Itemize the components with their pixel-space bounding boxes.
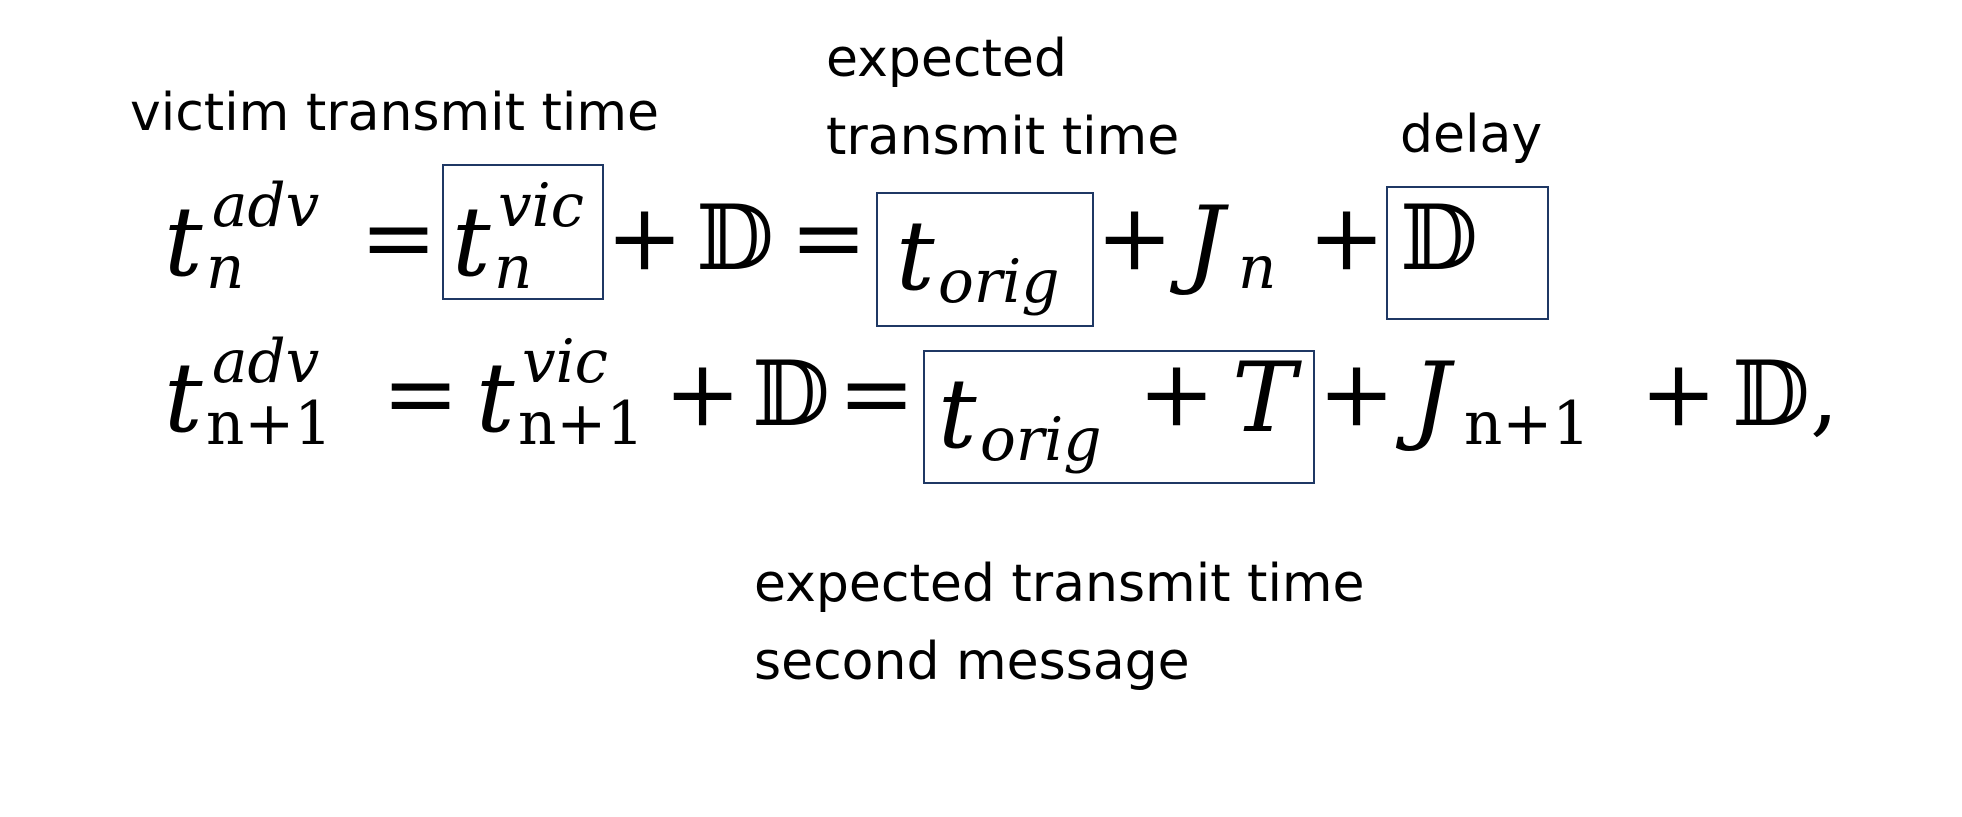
- plus-sign-2b: +: [1318, 340, 1396, 447]
- jitter-base-1: J: [1186, 186, 1225, 298]
- vic-term-2: t vic n+1: [476, 328, 644, 459]
- lhs-subscript-1: n: [206, 234, 245, 303]
- second-label-line-2: second message: [754, 632, 1190, 692]
- second-expected-time-highlight-box: [923, 350, 1315, 484]
- jitter-term-2: J n+1: [1412, 342, 1590, 459]
- vic-term-1: t vic n: [452, 172, 584, 303]
- jitter-subscript-2: n+1: [1464, 390, 1591, 459]
- delay-symbol-1a: 𝔻: [696, 186, 775, 291]
- vic-subscript-2: n+1: [518, 390, 645, 459]
- equals-sign-1a: =: [360, 184, 438, 291]
- vic-base-2: t: [476, 342, 515, 454]
- expected-transmit-time-label: expected transmit time: [826, 20, 1179, 176]
- orig-term-2: t orig: [938, 358, 1101, 475]
- lhs-base-2: t: [164, 342, 203, 454]
- plus-sign-1b: +: [1096, 184, 1174, 291]
- jitter-subscript-1: n: [1238, 234, 1277, 303]
- orig-base-2: t: [938, 358, 977, 470]
- delay-symbol-2b: 𝔻,: [1732, 342, 1839, 447]
- equals-sign-2b: =: [838, 340, 916, 447]
- orig-subscript-2: orig: [980, 406, 1102, 475]
- lhs-term-1: t adv n: [164, 172, 319, 303]
- victim-transmit-time-label: victim transmit time: [130, 83, 660, 143]
- orig-subscript-1: orig: [938, 248, 1060, 317]
- plus-sign-1c: +: [1308, 184, 1386, 291]
- lhs-superscript-2: adv: [212, 328, 320, 397]
- plus-sign-2c: +: [1640, 340, 1718, 447]
- jitter-term-1: J n: [1186, 186, 1276, 303]
- plus-sign-1a: +: [606, 184, 684, 291]
- delay-symbol-2a: 𝔻: [752, 342, 831, 447]
- expected-time-highlight-box: [876, 192, 1094, 327]
- orig-term-1: t orig: [896, 200, 1059, 317]
- lhs-base-1: t: [164, 186, 203, 298]
- second-message-label: expected transmit time second message: [754, 545, 1365, 701]
- period-symbol: T: [1232, 342, 1297, 454]
- delay-label: delay: [1400, 105, 1543, 165]
- equals-sign-1b: =: [790, 184, 868, 291]
- plus-sign-2t: +: [1138, 340, 1216, 447]
- vic-base-1: t: [452, 186, 491, 298]
- lhs-superscript-1: adv: [212, 172, 320, 241]
- vic-superscript-1: vic: [498, 172, 584, 241]
- equals-sign-2a: =: [382, 340, 460, 447]
- lhs-subscript-2: n+1: [206, 390, 333, 459]
- lhs-term-2: t adv n+1: [164, 328, 332, 459]
- vic-subscript-1: n: [494, 234, 533, 303]
- expected-label-line-2: transmit time: [826, 107, 1180, 167]
- orig-base-1: t: [896, 200, 935, 312]
- delay-symbol-1b: 𝔻: [1400, 186, 1479, 291]
- vic-superscript-2: vic: [522, 328, 608, 397]
- jitter-base-2: J: [1412, 342, 1451, 454]
- victim-time-highlight-box: [442, 164, 604, 300]
- delay-highlight-box: [1386, 186, 1549, 320]
- plus-sign-2a: +: [664, 340, 742, 447]
- expected-label-line-1: expected: [826, 29, 1067, 89]
- second-label-line-1: expected transmit time: [754, 554, 1365, 614]
